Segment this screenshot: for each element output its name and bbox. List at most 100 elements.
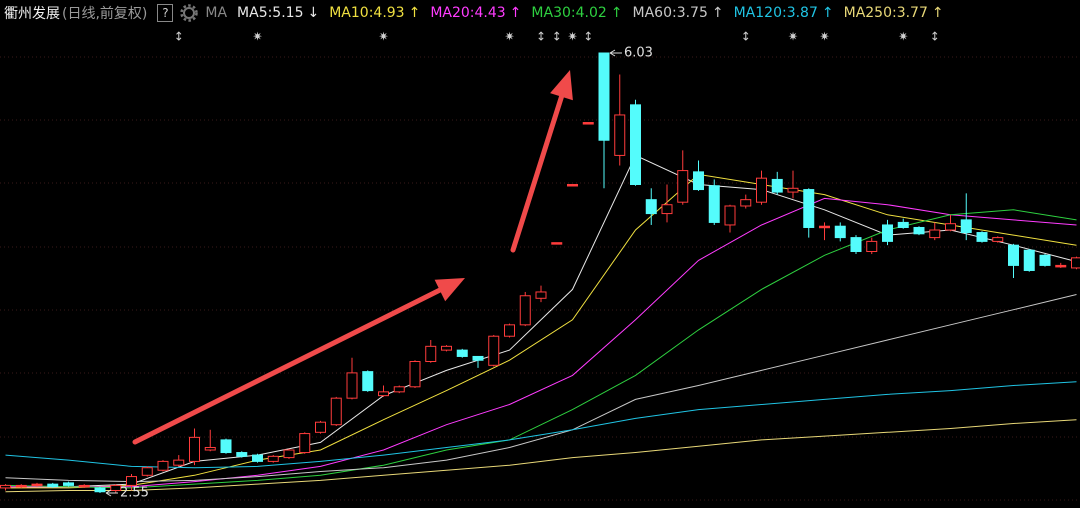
ma-line xyxy=(5,209,1077,489)
candle-body xyxy=(535,291,547,299)
candle-body xyxy=(945,223,956,231)
candle-body xyxy=(31,483,43,487)
candle-body xyxy=(614,114,626,156)
candle-body xyxy=(850,237,862,253)
candle-body xyxy=(913,226,925,235)
candle-body xyxy=(740,199,752,207)
ma-line xyxy=(5,381,1077,469)
event-marker: ↕ xyxy=(583,30,593,44)
candle-body xyxy=(456,349,468,357)
event-marker: ✷ xyxy=(819,30,829,44)
event-marker: ✷ xyxy=(567,30,577,44)
candle-body xyxy=(630,104,641,185)
candle-body xyxy=(598,52,610,141)
candle-body xyxy=(834,225,846,239)
candle-body xyxy=(567,183,578,187)
trend-arrow: ↑ xyxy=(509,5,522,21)
event-marker: ✷ xyxy=(378,30,388,44)
candle-body xyxy=(929,229,941,239)
candle-body xyxy=(960,219,972,234)
header: 衢州发展 (日线,前复权) ? MA MA5:5.15 ↓ MA10:4.93 ↑ MA… xyxy=(0,0,1080,26)
candle-body xyxy=(252,454,263,462)
candle-body xyxy=(756,177,767,203)
min-label: 2.55 xyxy=(120,486,149,501)
event-marker: ✷ xyxy=(504,30,514,44)
event-marker: ✷ xyxy=(788,30,798,44)
event-marker: ✷ xyxy=(252,30,262,44)
candle-body xyxy=(803,189,815,228)
event-marker: ↕ xyxy=(741,30,751,44)
candle-body xyxy=(661,204,673,215)
candle-body xyxy=(708,185,720,223)
candle-body xyxy=(204,446,216,451)
legend-entry: MA60:3.75 xyxy=(632,5,708,21)
candle-body xyxy=(378,391,389,397)
candle-body xyxy=(787,187,799,193)
candle-body xyxy=(267,455,279,462)
candle-body xyxy=(141,467,153,476)
candle-body xyxy=(819,225,830,229)
candle-body xyxy=(1023,249,1035,271)
candle-body xyxy=(866,240,878,253)
event-marker: ↕ xyxy=(536,30,546,44)
trend-arrow: ↓ xyxy=(307,5,320,21)
candle-body xyxy=(645,199,657,215)
legend-entry: MA5:5.15 xyxy=(237,5,304,21)
candle-body xyxy=(47,483,59,488)
candle-body xyxy=(771,178,783,193)
ma-line xyxy=(5,197,1077,488)
annotation-arrow xyxy=(132,287,443,445)
event-marker: ↕ xyxy=(552,30,562,44)
candle-body xyxy=(1071,257,1080,269)
candle-body xyxy=(393,386,405,393)
candle-body xyxy=(110,484,122,491)
candle-body xyxy=(976,232,988,242)
annotation-arrowhead xyxy=(434,278,465,302)
event-marker: ↕ xyxy=(174,30,184,44)
event-marker: ↕ xyxy=(930,30,940,44)
min-pointer-head xyxy=(105,489,112,497)
period-label: (日线,前复权) xyxy=(62,6,148,22)
candle-body xyxy=(78,484,90,488)
candle-body xyxy=(1008,244,1019,266)
max-label: 6.03 xyxy=(624,46,653,61)
candle-body xyxy=(126,476,137,486)
candle-body xyxy=(677,170,689,203)
candle-body xyxy=(330,397,342,426)
legend-entry: MA250:3.77 xyxy=(843,5,928,21)
candle-body xyxy=(236,452,248,457)
candle-body xyxy=(299,433,311,454)
candle-body xyxy=(0,484,11,489)
legend-entry: MA30:4.02 xyxy=(531,5,607,21)
trend-arrow: ↑ xyxy=(821,5,834,21)
candle-body xyxy=(346,372,358,399)
candle-body xyxy=(551,242,563,245)
candle-body xyxy=(362,371,374,392)
candle-body xyxy=(409,361,421,388)
candle-body xyxy=(315,421,326,433)
candle-body xyxy=(63,482,74,486)
ma-line xyxy=(5,419,1077,493)
max-pointer-head xyxy=(609,49,616,57)
candle-body xyxy=(220,439,232,454)
candle-body xyxy=(189,436,200,462)
legend: MA5:5.15 ↓ MA10:4.93 ↑ MA20:4.43 ↑ MA30:4.02 ↑ M… xyxy=(237,5,954,21)
candle-body xyxy=(1055,264,1067,268)
candle-body xyxy=(897,221,909,228)
settings-icon[interactable] xyxy=(179,3,199,23)
ma-line xyxy=(5,154,1077,489)
help-button[interactable]: ? xyxy=(157,4,174,22)
legend-entry: MA120:3.87 xyxy=(733,5,818,21)
candle-body xyxy=(157,460,169,471)
ma-line xyxy=(5,294,1077,483)
candle-body xyxy=(441,345,452,351)
candle-body xyxy=(504,324,515,337)
candle-body xyxy=(488,335,500,366)
trend-arrow: ↑ xyxy=(931,5,944,21)
legend-entry: MA10:4.93 xyxy=(329,5,405,21)
candle-body xyxy=(1039,254,1051,266)
candle-body xyxy=(472,355,484,361)
trend-arrow: ↑ xyxy=(711,5,724,21)
